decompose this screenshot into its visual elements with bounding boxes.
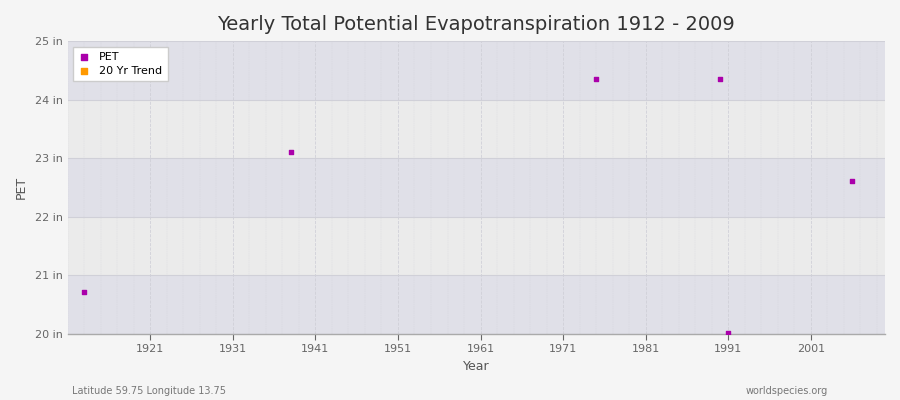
Bar (68, 41, 885, 100)
Legend: PET, 20 Yr Trend: PET, 20 Yr Trend (74, 47, 167, 81)
PET (284, 149, 298, 156)
Bar (68, 158, 885, 217)
PET (713, 76, 727, 82)
Text: Latitude 59.75 Longitude 13.75: Latitude 59.75 Longitude 13.75 (72, 386, 226, 396)
Bar (68, 276, 885, 334)
PET (721, 330, 735, 336)
PET (845, 177, 859, 184)
X-axis label: Year: Year (464, 360, 490, 373)
Text: worldspecies.org: worldspecies.org (746, 386, 828, 396)
Bar (68, 100, 885, 158)
PET (77, 289, 92, 295)
Title: Yearly Total Potential Evapotranspiration 1912 - 2009: Yearly Total Potential Evapotranspiratio… (218, 15, 735, 34)
Bar (68, 217, 885, 276)
Y-axis label: PET: PET (15, 176, 28, 199)
PET (589, 76, 603, 82)
